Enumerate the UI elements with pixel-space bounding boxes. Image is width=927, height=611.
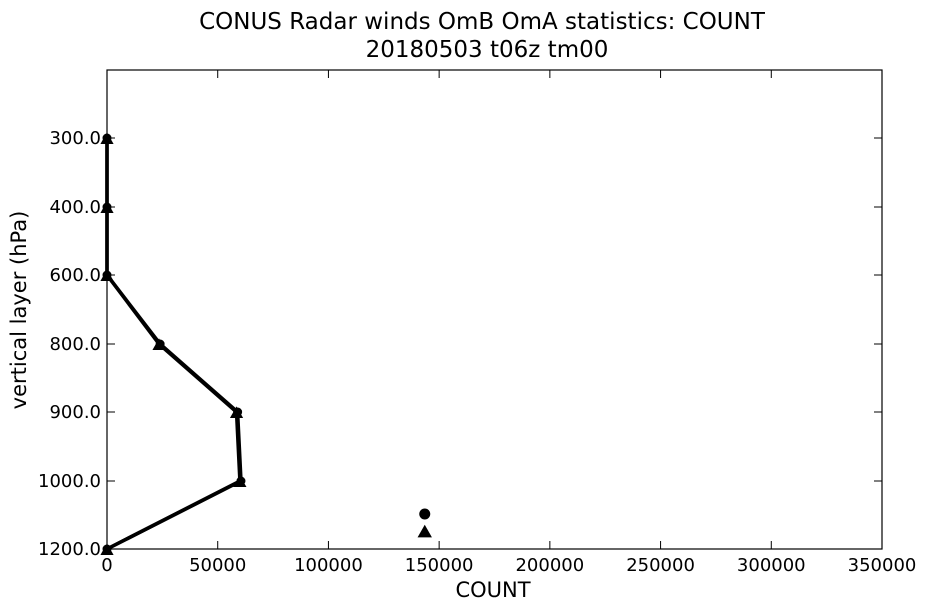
data-point-triangle (100, 543, 114, 555)
x-tick-label: 100000 (294, 555, 363, 576)
y-tick-label: 600.0 (49, 265, 101, 286)
chart-subtitle: 20180503 t06z tm00 (366, 37, 609, 63)
y-axis-label: vertical layer (hPa) (7, 211, 31, 410)
data-point-triangle (229, 406, 244, 418)
marker-layer (100, 132, 432, 555)
data-point-triangle (100, 132, 114, 144)
x-tick-label: 250000 (626, 555, 695, 576)
data-point-triangle (100, 201, 114, 213)
plot-frame (106, 69, 883, 550)
x-tick-label: 350000 (848, 555, 917, 576)
x-tick-label: 50000 (189, 555, 246, 576)
x-tick-label: 0 (101, 555, 112, 576)
total-count-circle (419, 508, 431, 520)
y-tick-label: 1200.0 (38, 539, 101, 560)
data-point-triangle (233, 475, 247, 487)
x-axis-label: COUNT (455, 578, 530, 602)
y-tick-label: 300.0 (49, 128, 101, 149)
x-tick-label: 150000 (405, 555, 474, 576)
x-tick-label: 300000 (737, 555, 806, 576)
x-tick-label: 200000 (515, 555, 584, 576)
y-tick-label: 800.0 (49, 334, 101, 355)
x-axis-ticks: 0 50000 100000 150000 200000 250000 300000 3500… (101, 70, 916, 576)
y-tick-label: 1000.0 (38, 471, 101, 492)
y-tick-label: 900.0 (49, 402, 101, 423)
data-point-triangle (152, 338, 166, 350)
y-axis-ticks: 300.0 400.0 600.0 800.0 900.0 1000.0 1200.0 (38, 128, 882, 560)
chart-title: CONUS Radar winds OmB OmA statistics: CO… (199, 9, 766, 35)
y-tick-label: 400.0 (49, 197, 101, 218)
total-count-triangle (417, 524, 432, 538)
data-point-triangle (100, 269, 114, 281)
